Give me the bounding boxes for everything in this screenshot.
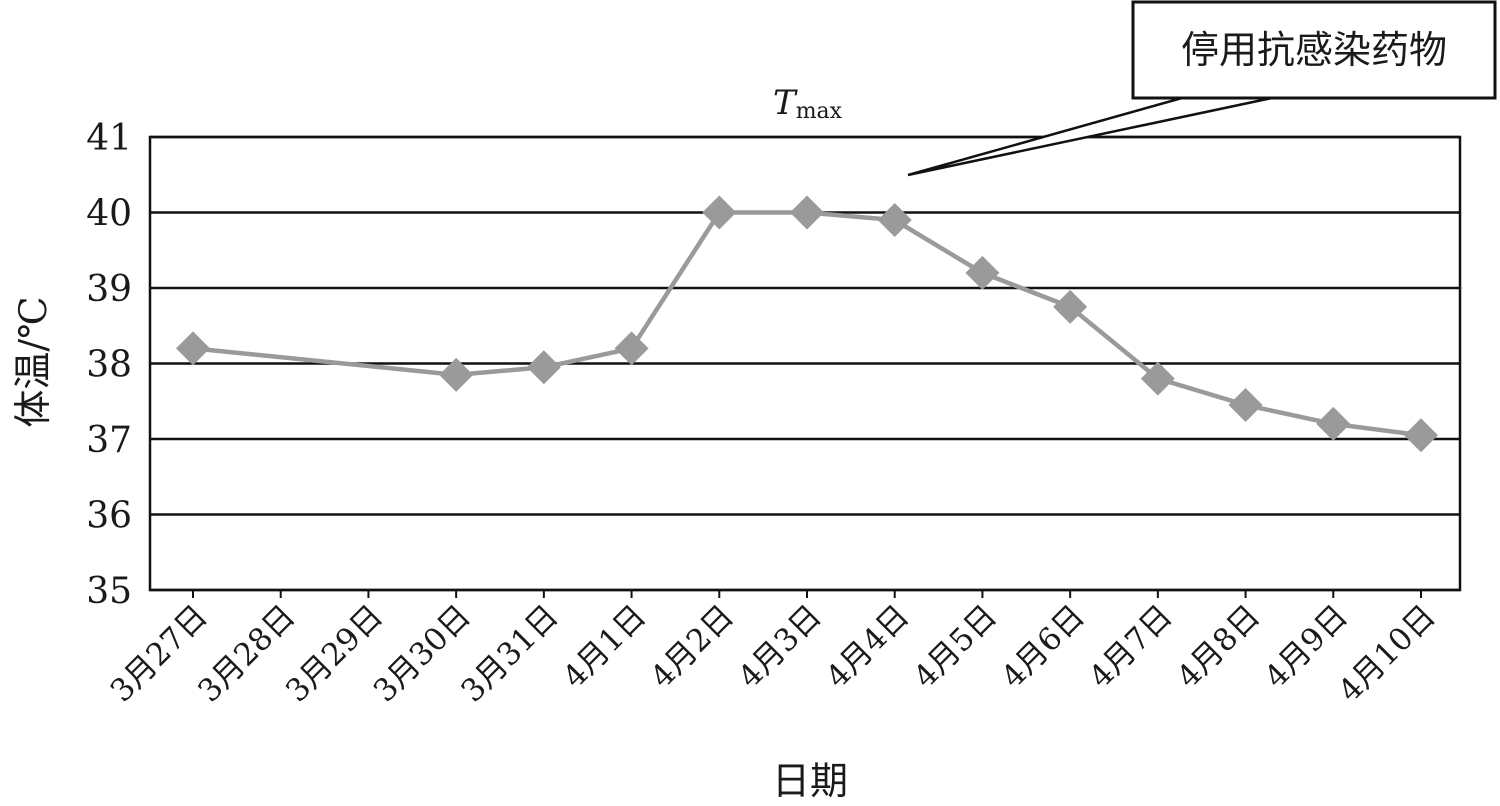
data-point-marker bbox=[1404, 418, 1438, 453]
x-tick-label: 4月6日 bbox=[995, 598, 1092, 695]
x-tick-label: 4月10日 bbox=[1332, 598, 1443, 709]
data-point-marker bbox=[965, 255, 1000, 290]
x-tick-label: 3月30日 bbox=[367, 598, 478, 709]
x-tick-label: 3月27日 bbox=[104, 598, 215, 709]
x-tick-label: 4月7日 bbox=[1082, 598, 1179, 695]
x-tick-label: 4月8日 bbox=[1170, 598, 1267, 695]
data-point-marker bbox=[1053, 289, 1088, 324]
data-point-marker bbox=[176, 331, 210, 366]
data-point-marker bbox=[439, 357, 474, 392]
x-tick-label: 4月4日 bbox=[819, 598, 916, 695]
x-tick-label: 3月28日 bbox=[191, 598, 302, 709]
x-tick-label: 4月2日 bbox=[644, 598, 741, 695]
y-tick-label: 37 bbox=[86, 420, 132, 461]
callout-box bbox=[1131, 0, 1497, 100]
x-tick-label: 3月31日 bbox=[454, 598, 565, 709]
callout-annotation: 停用抗感染药物 bbox=[907, 0, 1497, 177]
y-axis-ticks: 35 36 37 38 39 40 41 bbox=[86, 118, 132, 612]
data-point-marker bbox=[614, 331, 649, 366]
plot-frame bbox=[148, 135, 1462, 592]
data-point-marker bbox=[526, 350, 561, 385]
callout-text: 停用抗感染药物 bbox=[1181, 28, 1447, 72]
x-axis-title: 日期 bbox=[772, 759, 848, 803]
y-tick-label: 36 bbox=[86, 496, 132, 537]
tmax-letter: T bbox=[773, 83, 798, 123]
x-tick-label: 4月5日 bbox=[907, 598, 1004, 695]
data-point-marker bbox=[877, 203, 912, 238]
data-point-marker bbox=[1140, 361, 1175, 396]
tmax-label: Tmax bbox=[773, 83, 843, 124]
x-axis-ticks: 3月27日3月28日3月29日3月30日3月31日4月1日4月2日4月3日4月4… bbox=[104, 590, 1443, 709]
data-point-marker bbox=[702, 195, 737, 230]
data-point-marker bbox=[790, 195, 824, 230]
y-tick-label: 41 bbox=[86, 118, 132, 159]
y-tick-label: 40 bbox=[86, 194, 132, 235]
data-point-marker bbox=[1316, 406, 1351, 441]
data-point-marker bbox=[1228, 388, 1263, 423]
tmax-subscript: max bbox=[796, 99, 843, 124]
temperature-series bbox=[176, 195, 1438, 453]
x-tick-label: 4月1日 bbox=[556, 598, 653, 695]
y-axis-title: 体温/℃ bbox=[11, 296, 55, 427]
y-tick-label: 35 bbox=[86, 571, 132, 612]
x-tick-label: 4月3日 bbox=[731, 598, 828, 695]
y-tick-label: 39 bbox=[86, 269, 132, 310]
y-tick-label: 38 bbox=[86, 345, 132, 386]
x-tick-label: 3月29日 bbox=[279, 598, 390, 709]
